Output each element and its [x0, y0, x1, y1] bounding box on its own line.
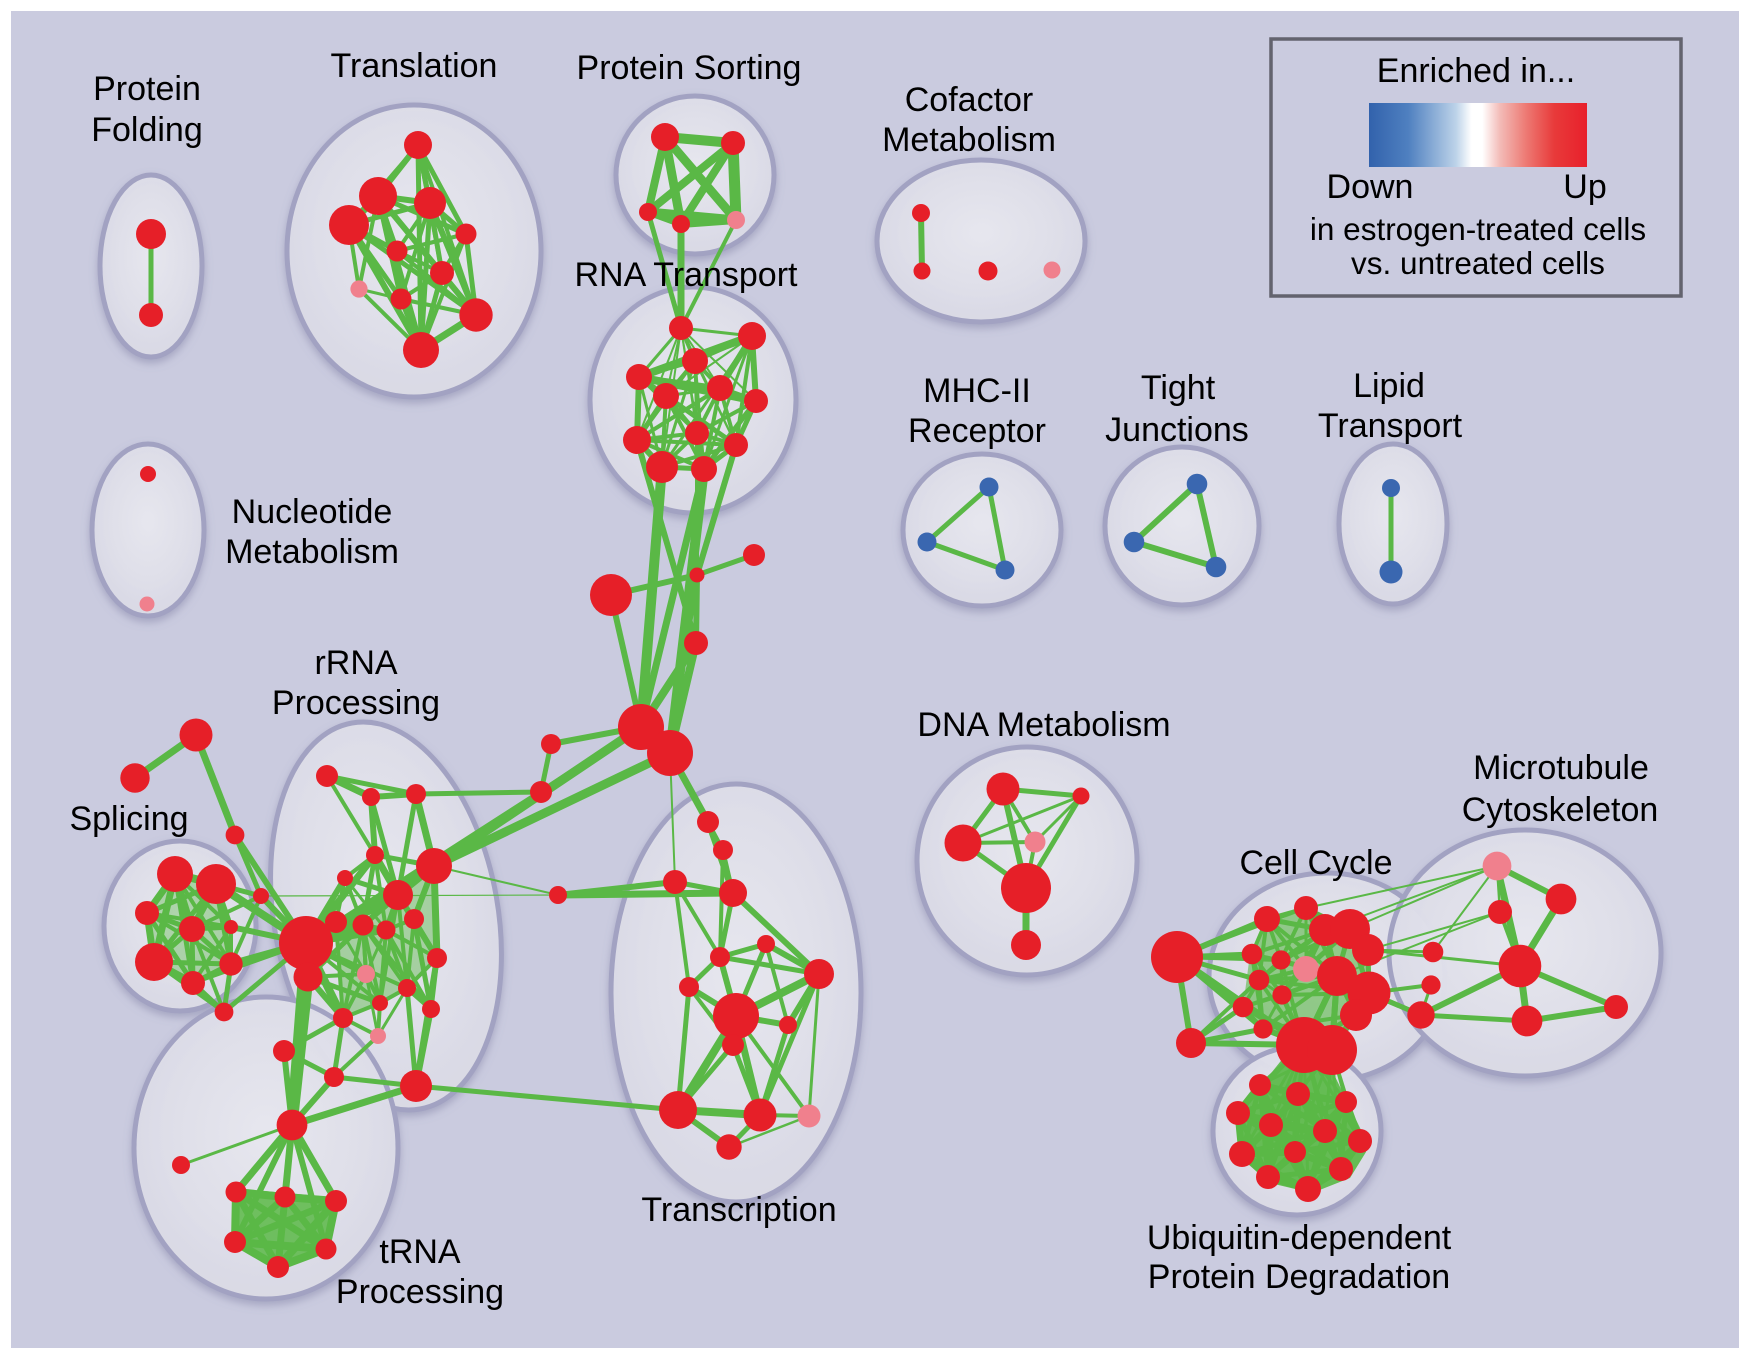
svg-text:Tight: Tight [1141, 369, 1216, 407]
svg-text:Lipid: Lipid [1353, 367, 1425, 405]
svg-text:tRNA: tRNA [379, 1233, 461, 1271]
svg-text:Cytoskeleton: Cytoskeleton [1462, 791, 1659, 829]
svg-text:Enriched in...: Enriched in... [1377, 52, 1575, 90]
svg-text:Transport: Transport [1318, 407, 1463, 445]
svg-text:vs. untreated cells: vs. untreated cells [1351, 245, 1605, 281]
svg-text:Up: Up [1563, 168, 1606, 206]
svg-text:MHC-II: MHC-II [923, 372, 1031, 410]
svg-text:Down: Down [1327, 168, 1414, 206]
svg-text:Metabolism: Metabolism [225, 533, 399, 571]
svg-text:Cell Cycle: Cell Cycle [1239, 844, 1392, 882]
svg-text:Protein Sorting: Protein Sorting [577, 49, 802, 87]
svg-text:Cofactor: Cofactor [905, 81, 1034, 119]
svg-text:Ubiquitin-dependent: Ubiquitin-dependent [1147, 1219, 1452, 1257]
svg-text:Protein: Protein [93, 70, 201, 108]
svg-text:DNA Metabolism: DNA Metabolism [917, 706, 1170, 744]
svg-text:rRNA: rRNA [314, 644, 397, 682]
svg-text:Translation: Translation [331, 47, 498, 85]
svg-text:Junctions: Junctions [1105, 411, 1249, 449]
svg-text:in estrogen-treated cells: in estrogen-treated cells [1310, 211, 1646, 247]
svg-text:Transcription: Transcription [641, 1191, 836, 1229]
svg-text:Processing: Processing [272, 684, 440, 722]
svg-text:Microtubule: Microtubule [1473, 749, 1649, 787]
svg-text:Splicing: Splicing [69, 800, 188, 838]
svg-text:Receptor: Receptor [908, 412, 1046, 450]
svg-text:Protein Degradation: Protein Degradation [1148, 1258, 1450, 1296]
svg-text:Processing: Processing [336, 1273, 504, 1311]
svg-text:RNA Transport: RNA Transport [575, 256, 799, 294]
svg-text:Folding: Folding [91, 111, 203, 149]
svg-text:Metabolism: Metabolism [882, 121, 1056, 159]
svg-text:Nucleotide: Nucleotide [232, 493, 393, 531]
